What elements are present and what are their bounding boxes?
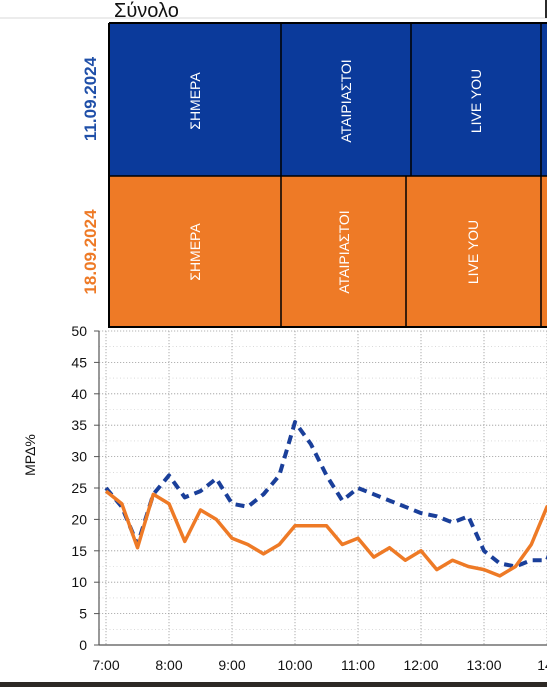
x-tick-label: 14: xyxy=(537,657,547,673)
x-tick-label: 8:00 xyxy=(155,657,182,673)
x-tick-label: 12:00 xyxy=(403,657,438,673)
x-tick-labels: 7:00 8:00 9:00 10:00 11:00 12:00 13:00 14: xyxy=(92,657,547,673)
corner-mark xyxy=(545,0,547,18)
grid xyxy=(99,330,547,645)
date-label-2: 18.09.2024 xyxy=(81,209,100,295)
y-tick-label: 30 xyxy=(71,449,87,465)
axes xyxy=(94,330,547,646)
y-tick-labels: 0 5 10 15 20 25 30 35 40 45 50 xyxy=(71,323,87,653)
y-tick-label: 15 xyxy=(71,543,87,559)
y-tick-label: 50 xyxy=(71,323,87,339)
y-axis-title: ΜΡΔ% xyxy=(22,434,38,476)
x-tick-label: 13:00 xyxy=(466,657,501,673)
schedule-row-2: ΣΗΜΕΡΑ ΑΤΑΙΡΙΑΣΤΟΙ LIVE YOU xyxy=(108,175,547,328)
x-tick-label: 9:00 xyxy=(218,657,245,673)
program-label: LIVE YOU xyxy=(468,69,484,133)
y-tick-label: 40 xyxy=(71,386,87,402)
chart-title: Σύνολο xyxy=(114,0,179,22)
program-label: LIVE YOU xyxy=(465,220,481,284)
y-tick-label: 25 xyxy=(71,480,87,496)
schedule-row-2-band xyxy=(109,176,547,328)
date-label-1: 11.09.2024 xyxy=(81,56,100,141)
series-line-1 xyxy=(104,420,547,569)
y-tick-label: 10 xyxy=(71,574,87,590)
y-tick-label: 5 xyxy=(79,606,87,622)
program-label: ΣΗΜΕΡΑ xyxy=(187,223,203,281)
program-label: ΑΤΑΙΡΙΑΣΤΟΙ xyxy=(336,210,352,293)
y-tick-label: 20 xyxy=(71,511,87,527)
schedule-row-1: ΣΗΜΕΡΑ ΑΤΑΙΡΙΑΣΤΟΙ LIVE YOU xyxy=(108,22,547,176)
bottom-strip xyxy=(0,682,547,687)
program-label: ΣΗΜΕΡΑ xyxy=(187,72,203,130)
schedule-row-1-band xyxy=(109,23,547,176)
series-line-2 xyxy=(104,489,547,578)
program-label: ΑΤΑΙΡΙΑΣΤΟΙ xyxy=(338,59,354,142)
y-tick-label: 45 xyxy=(71,354,87,370)
series-layer xyxy=(104,420,547,578)
x-tick-label: 7:00 xyxy=(92,657,119,673)
y-tick-label: 0 xyxy=(79,637,87,653)
x-tick-label: 11:00 xyxy=(341,657,375,673)
y-tick-label: 35 xyxy=(71,417,87,433)
x-tick-label: 10:00 xyxy=(277,657,312,673)
